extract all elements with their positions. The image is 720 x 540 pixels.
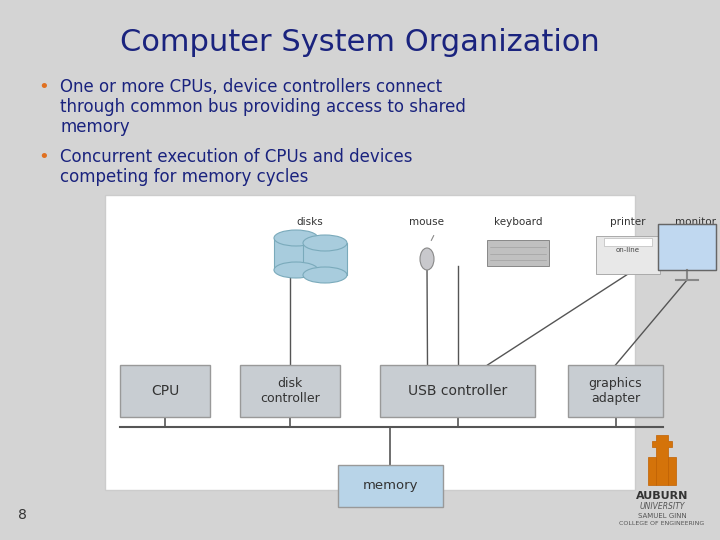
Ellipse shape	[274, 230, 318, 246]
Ellipse shape	[420, 248, 434, 270]
Text: graphics
adapter: graphics adapter	[589, 377, 642, 405]
Text: 8: 8	[18, 508, 27, 522]
FancyBboxPatch shape	[487, 240, 549, 266]
Text: •: •	[38, 148, 49, 166]
Ellipse shape	[303, 267, 347, 283]
Text: Computer System Organization: Computer System Organization	[120, 28, 600, 57]
Polygon shape	[652, 435, 672, 485]
Ellipse shape	[274, 262, 318, 278]
FancyBboxPatch shape	[105, 195, 635, 490]
Text: Concurrent execution of CPUs and devices: Concurrent execution of CPUs and devices	[60, 148, 413, 166]
Text: memory: memory	[60, 118, 130, 136]
FancyBboxPatch shape	[658, 224, 716, 270]
Polygon shape	[648, 457, 656, 485]
Text: USB controller: USB controller	[408, 384, 507, 398]
Text: monitor: monitor	[675, 217, 716, 227]
FancyBboxPatch shape	[338, 465, 443, 507]
Text: COLLEGE OF ENGINEERING: COLLEGE OF ENGINEERING	[619, 521, 705, 526]
Text: disks: disks	[297, 217, 323, 227]
Text: CPU: CPU	[151, 384, 179, 398]
Text: •: •	[38, 78, 49, 96]
Polygon shape	[668, 457, 676, 485]
Ellipse shape	[303, 235, 347, 251]
Text: memory: memory	[362, 480, 418, 492]
FancyBboxPatch shape	[604, 238, 652, 246]
Text: One or more CPUs, device controllers connect: One or more CPUs, device controllers con…	[60, 78, 442, 96]
Text: SAMUEL GINN: SAMUEL GINN	[638, 513, 686, 519]
FancyBboxPatch shape	[380, 365, 535, 417]
Text: mouse: mouse	[410, 217, 444, 227]
Text: on-line: on-line	[616, 247, 640, 253]
FancyBboxPatch shape	[240, 365, 340, 417]
Text: printer: printer	[611, 217, 646, 227]
Text: keyboard: keyboard	[494, 217, 542, 227]
FancyBboxPatch shape	[274, 238, 318, 270]
FancyBboxPatch shape	[596, 236, 660, 274]
Text: UNIVERSITY: UNIVERSITY	[639, 502, 685, 511]
Text: disk
controller: disk controller	[260, 377, 320, 405]
FancyBboxPatch shape	[568, 365, 663, 417]
Text: through common bus providing access to shared: through common bus providing access to s…	[60, 98, 466, 116]
Text: AUBURN: AUBURN	[636, 491, 688, 501]
Text: competing for memory cycles: competing for memory cycles	[60, 168, 308, 186]
FancyBboxPatch shape	[120, 365, 210, 417]
FancyBboxPatch shape	[303, 243, 347, 275]
